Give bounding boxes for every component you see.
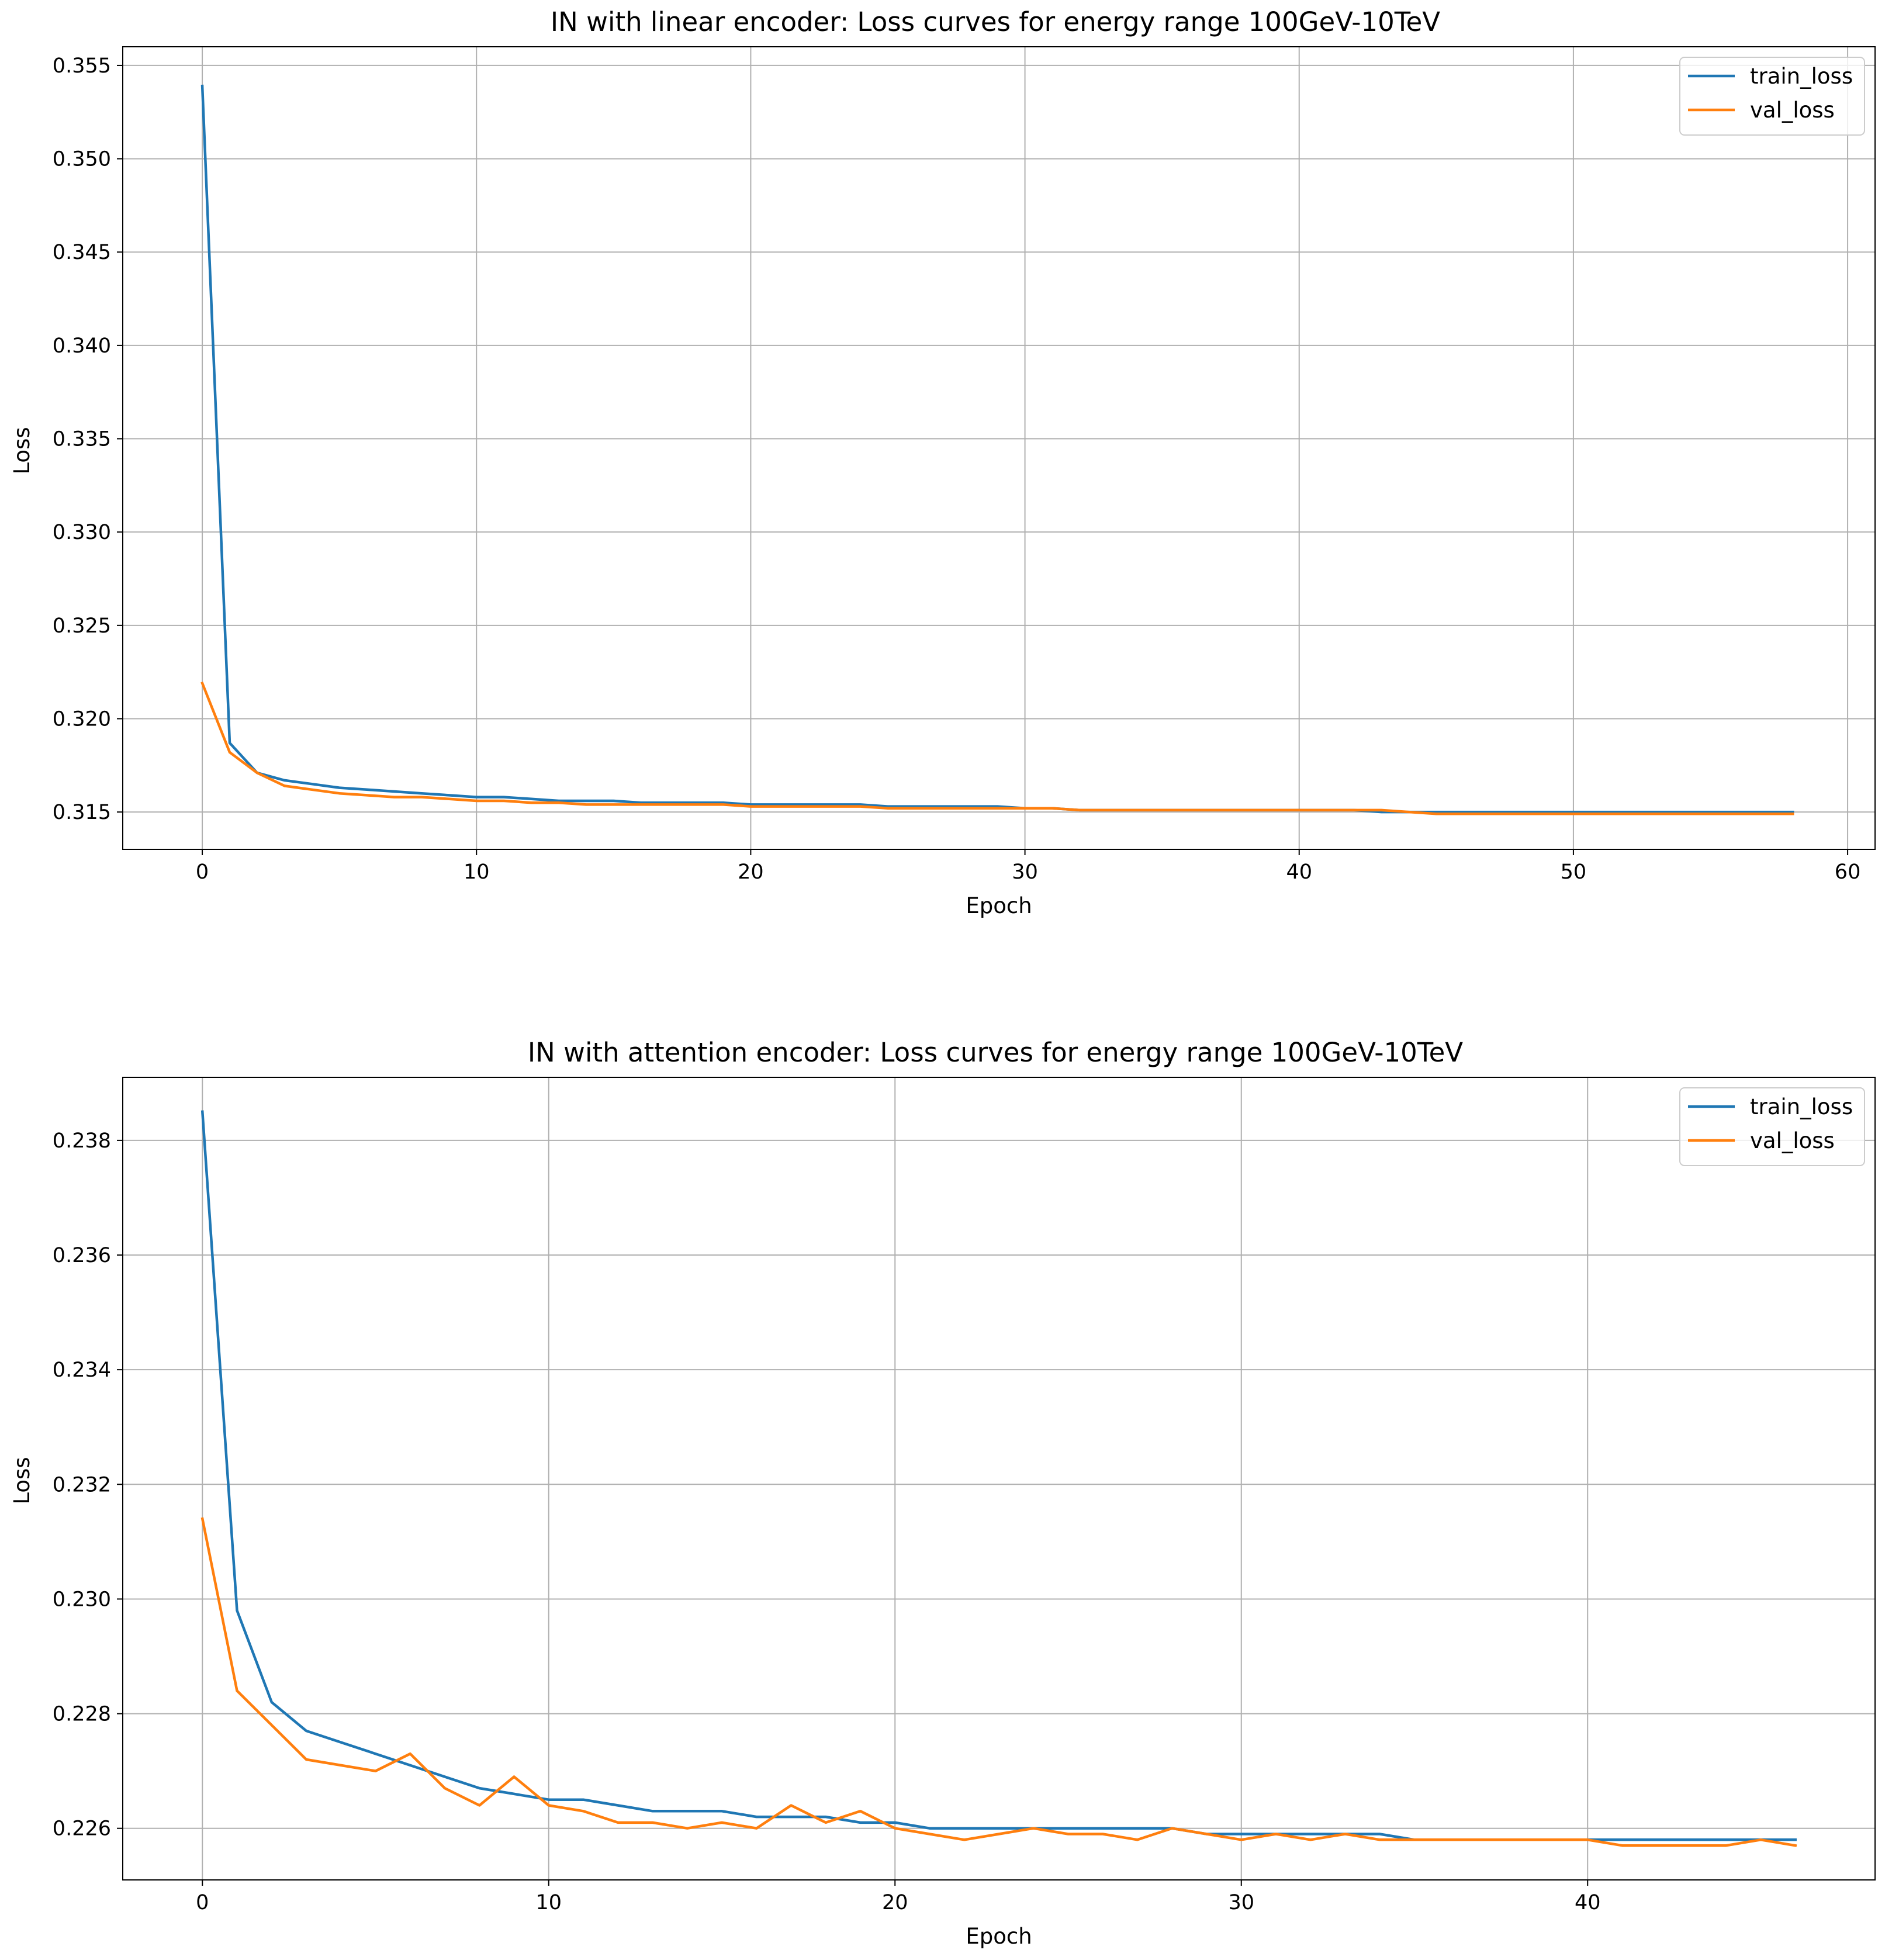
x-tick-label: 30 — [1228, 1891, 1254, 1914]
x-tick-label: 30 — [1012, 860, 1038, 884]
x-tick-label: 10 — [464, 860, 490, 884]
x-axis-label: Epoch — [966, 1924, 1032, 1949]
legend-label: train_loss — [1750, 1094, 1853, 1119]
y-tick-label: 0.350 — [53, 148, 111, 171]
x-tick-label: 40 — [1575, 1891, 1601, 1914]
x-tick-label: 0 — [196, 860, 209, 884]
x-tick-label: 60 — [1835, 860, 1861, 884]
y-axis-label: Loss — [9, 1457, 34, 1504]
y-tick-label: 0.330 — [53, 521, 111, 544]
y-tick-label: 0.355 — [53, 54, 111, 78]
x-tick-label: 10 — [535, 1891, 562, 1914]
y-tick-label: 0.340 — [53, 334, 111, 358]
y-tick-label: 0.320 — [53, 707, 111, 731]
y-tick-label: 0.234 — [53, 1358, 111, 1382]
series-line-val-loss — [200, 681, 1794, 815]
axes-frame — [122, 46, 1876, 850]
y-tick-label: 0.238 — [53, 1129, 111, 1153]
linear-encoder-loss-panel: IN with linear encoder: Loss curves for … — [9, 6, 1876, 918]
legend-label: train_loss — [1750, 64, 1853, 89]
y-tick-label: 0.232 — [53, 1473, 111, 1496]
y-tick-label: 0.335 — [53, 428, 111, 451]
x-tick-label: 50 — [1561, 860, 1587, 884]
x-tick-label: 20 — [738, 860, 764, 884]
axes-frame — [122, 1077, 1876, 1881]
legend-label: val_loss — [1750, 1128, 1835, 1153]
x-axis-label: Epoch — [966, 893, 1032, 918]
x-tick-label: 40 — [1286, 860, 1312, 884]
panel-title: IN with attention encoder: Loss curves f… — [528, 1037, 1463, 1068]
series-line-val-loss — [200, 1517, 1797, 1847]
y-tick-label: 0.236 — [53, 1244, 111, 1267]
y-tick-label: 0.228 — [53, 1703, 111, 1726]
x-tick-label: 20 — [882, 1891, 908, 1914]
y-tick-label: 0.226 — [53, 1817, 111, 1841]
y-tick-label: 0.345 — [53, 241, 111, 264]
y-tick-label: 0.315 — [53, 801, 111, 824]
y-axis-label: Loss — [9, 427, 34, 474]
y-tick-label: 0.230 — [53, 1588, 111, 1611]
x-tick-label: 0 — [196, 1891, 209, 1914]
series-line-train-loss — [200, 84, 1794, 814]
attention-encoder-loss-panel: IN with attention encoder: Loss curves f… — [9, 1037, 1876, 1949]
legend-label: val_loss — [1750, 98, 1835, 123]
legend: train_loss val_loss — [1679, 1087, 1865, 1166]
panel-title: IN with linear encoder: Loss curves for … — [551, 6, 1440, 37]
legend: train_loss val_loss — [1679, 57, 1865, 136]
y-tick-label: 0.325 — [53, 614, 111, 638]
